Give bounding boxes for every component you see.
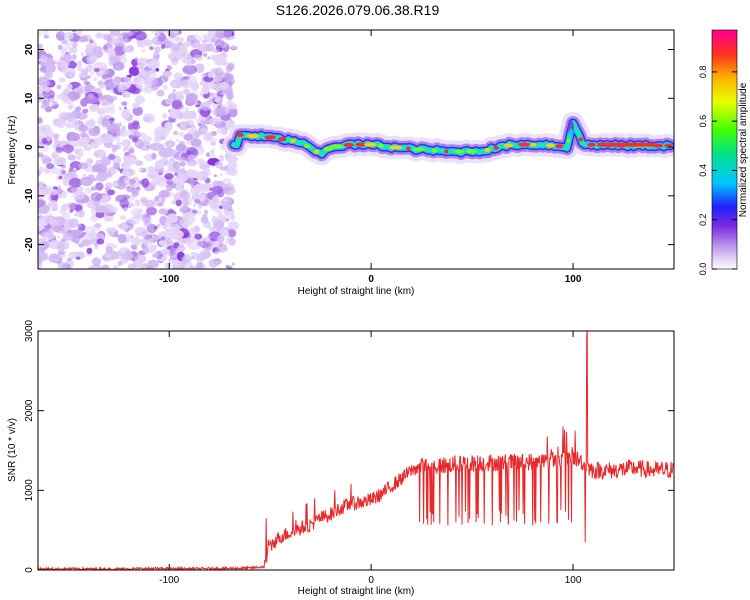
colorbar-label: Normalized spectral amplitude bbox=[738, 82, 749, 217]
x-tick-label: 100 bbox=[565, 274, 582, 285]
top-x-axis-label: Height of straight line (km) bbox=[298, 286, 415, 297]
colorbar-tick-label: 0.8 bbox=[698, 66, 708, 79]
colorbar-ticks: 0.0 0.2 0.4 0.6 0.8 bbox=[698, 66, 737, 276]
top-y-axis-label: Frequency (Hz) bbox=[7, 116, 18, 185]
bottom-y-axis-label: SNR (10 * v/v) bbox=[7, 418, 18, 482]
y-tick-label: -20 bbox=[24, 237, 35, 252]
y-tick-label: 20 bbox=[24, 44, 35, 56]
y-tick-label: 0 bbox=[24, 144, 35, 150]
colorbar: 0.0 0.2 0.4 0.6 0.8 Normalized spectral ampl… bbox=[698, 29, 749, 276]
colorbar-tick-label: 0.0 bbox=[698, 263, 708, 276]
y-tick-label: -10 bbox=[24, 188, 35, 203]
colorbar-tick-label: 0.6 bbox=[698, 115, 708, 128]
snr-series-line bbox=[38, 331, 674, 570]
y-tick-label: 1000 bbox=[24, 479, 35, 502]
signal-band bbox=[222, 112, 674, 166]
x-tick-label: 0 bbox=[368, 274, 374, 285]
noise-region bbox=[38, 30, 240, 269]
page-title: S126.2026.079.06.38.R19 bbox=[275, 2, 440, 18]
top-plot-frame bbox=[37, 29, 675, 270]
x-tick-label: -100 bbox=[159, 575, 179, 586]
bottom-plot-frame bbox=[37, 330, 675, 571]
bottom-x-axis-label: Height of straight line (km) bbox=[298, 586, 415, 597]
y-tick-label: 10 bbox=[24, 92, 35, 104]
x-tick-label: 0 bbox=[368, 575, 374, 586]
colorbar-tick-label: 0.4 bbox=[698, 164, 708, 177]
x-tick-label: -100 bbox=[159, 274, 179, 285]
y-tick-label: 0 bbox=[24, 567, 35, 573]
x-tick-label: 100 bbox=[565, 575, 582, 586]
colorbar-gradient bbox=[711, 29, 738, 270]
y-tick-label: 2000 bbox=[24, 399, 35, 422]
y-tick-label: 3000 bbox=[24, 319, 35, 342]
colorbar-tick-label: 0.2 bbox=[698, 213, 708, 226]
